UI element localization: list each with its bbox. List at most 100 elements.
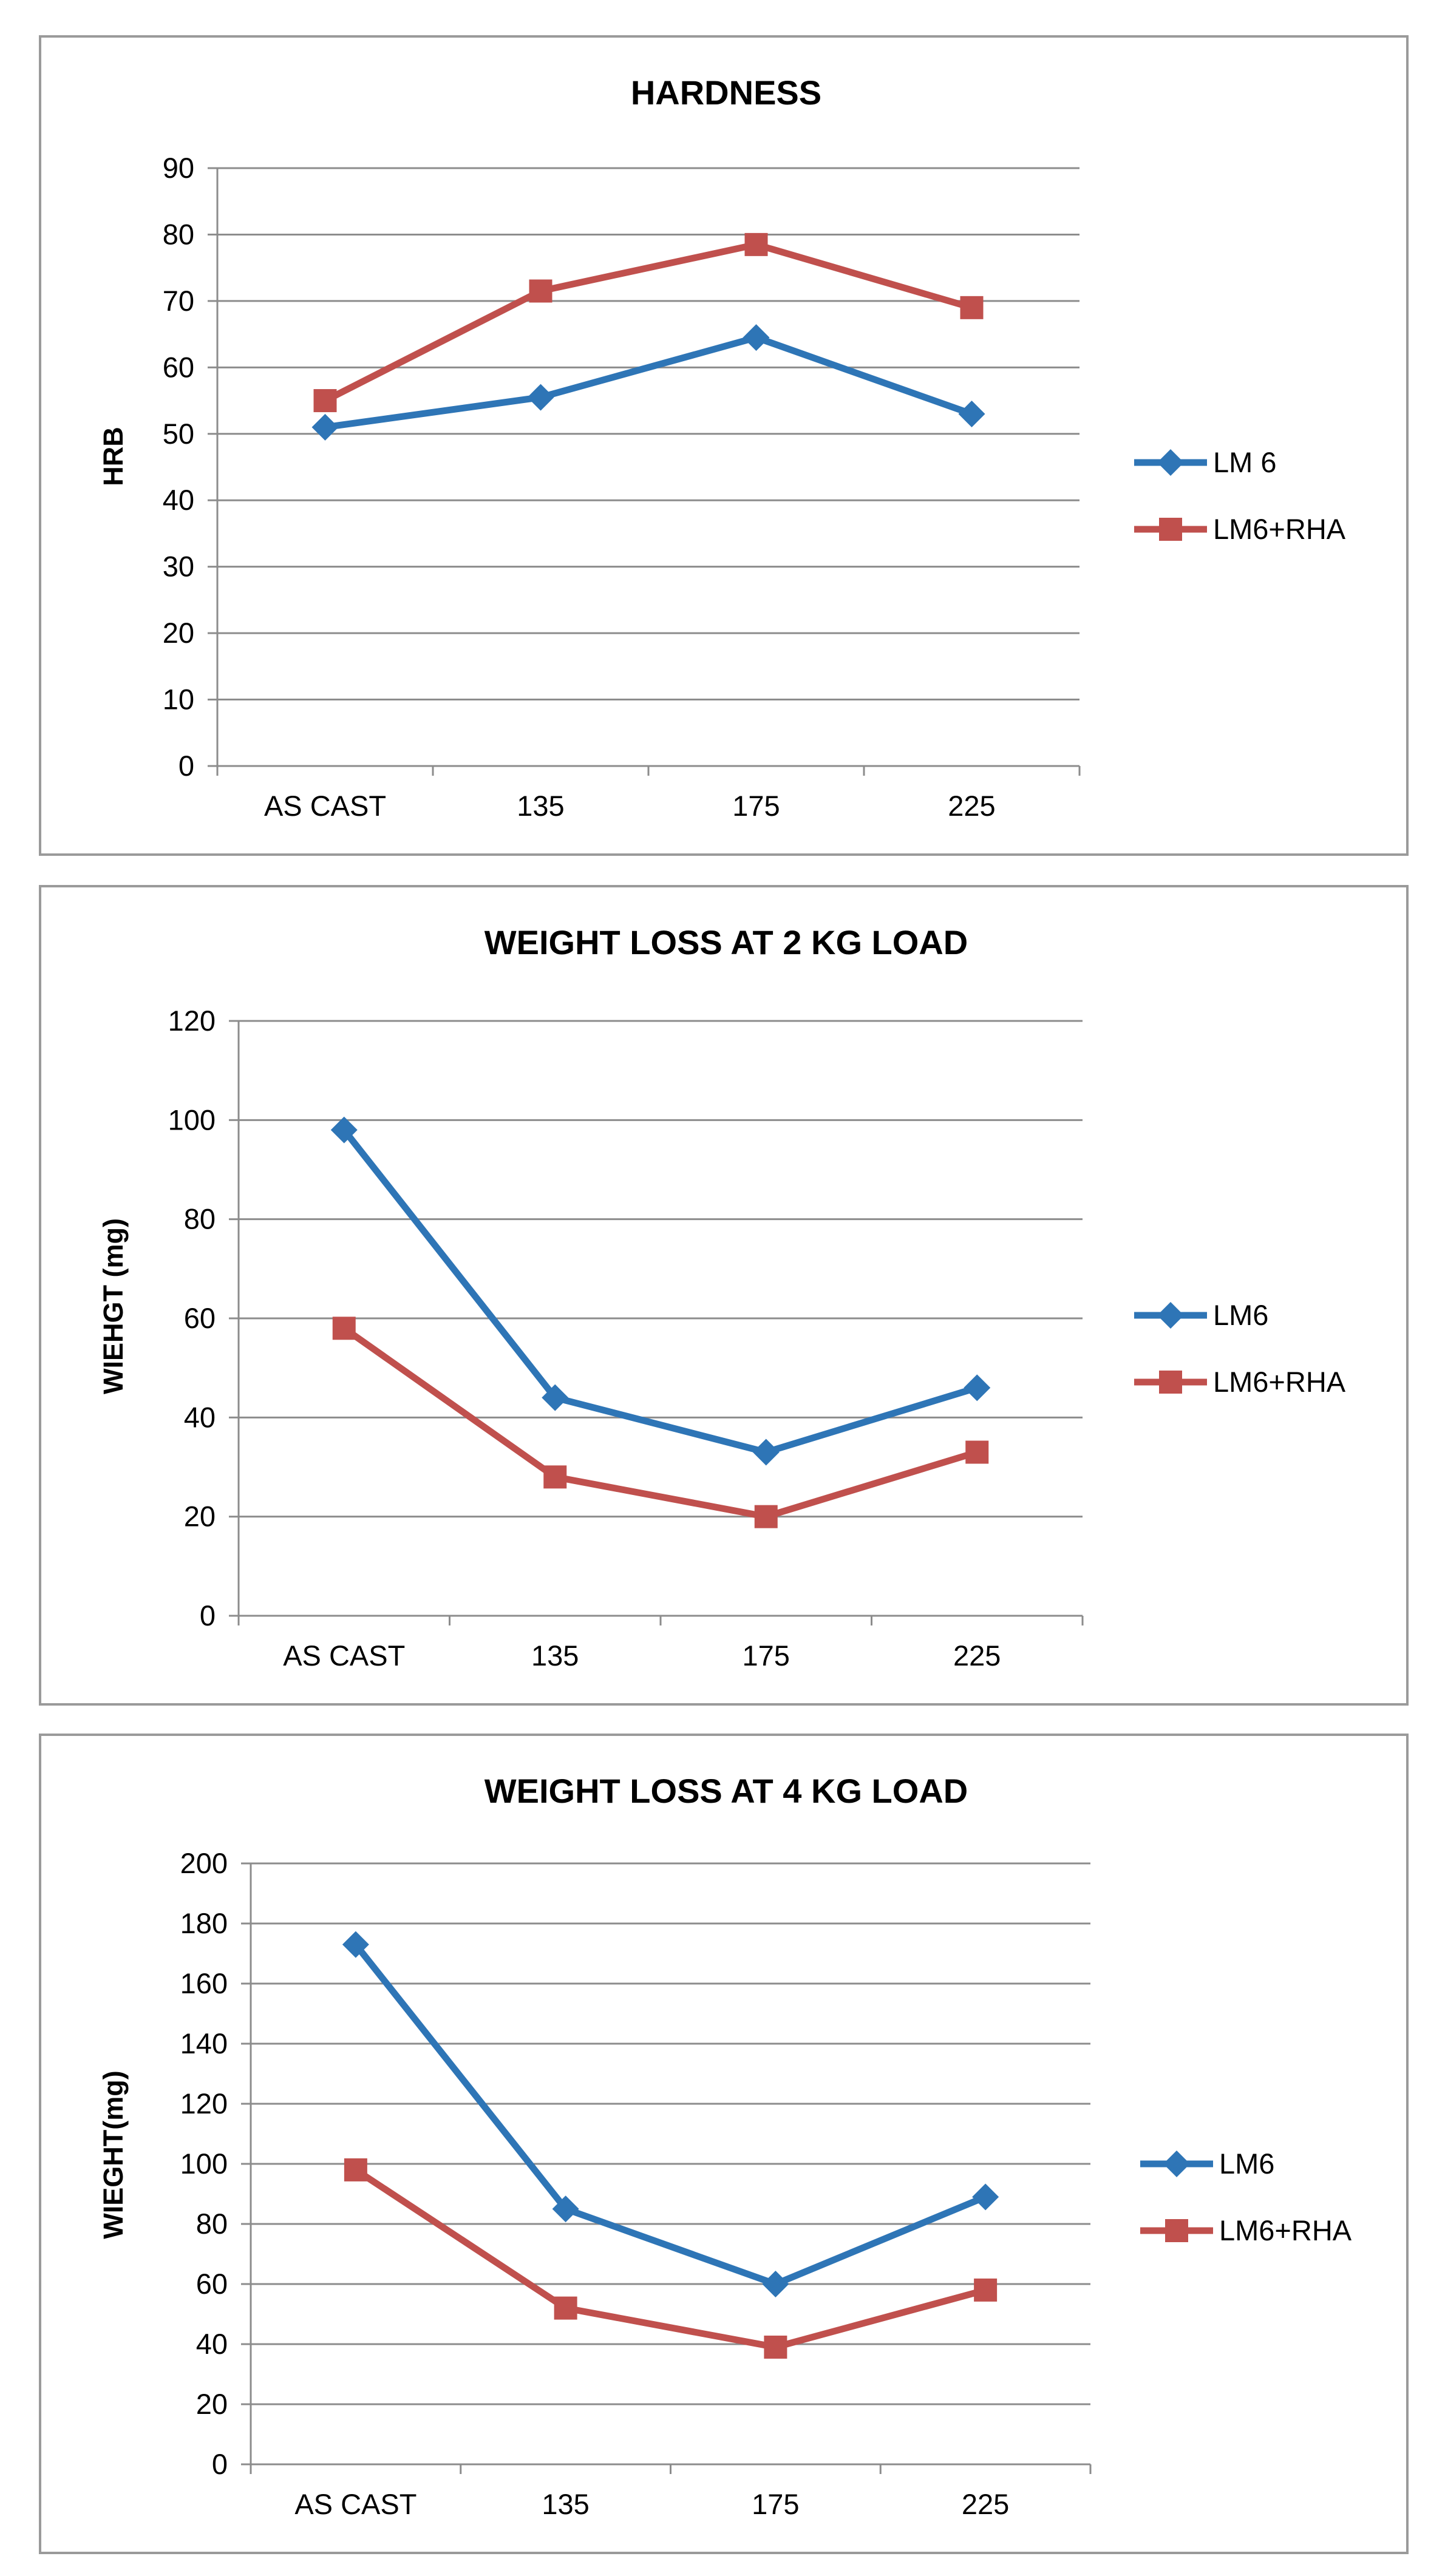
y-tick-label: 80 [196,2208,228,2240]
x-tick-label: 135 [531,1639,579,1672]
series-line-lm6-rha [352,2166,989,2351]
y-tick-label: 0 [212,2448,228,2480]
x-tick-label: AS CAST [264,790,386,822]
data-point-marker [960,296,984,319]
series-line-lm6-rha [341,1324,981,1520]
data-point-marker [964,1374,991,1402]
data-point-marker [527,384,554,411]
data-point-marker [529,279,552,303]
series-line-lm6-rha [322,241,975,404]
data-point-marker [344,2158,367,2181]
legend-swatch-marker [1163,2151,1190,2177]
y-tick-label: 60 [163,351,194,383]
data-point-marker [972,2183,999,2211]
legend-label: LM6 [1219,2147,1274,2180]
chart-title: WEIGHT LOSS AT 2 KG LOAD [484,923,968,961]
legend-label: LM6 [1213,1299,1268,1331]
legend-label: LM6+RHA [1219,2214,1352,2246]
series-line-lm-6 [322,334,975,431]
y-tick-label: 0 [178,750,194,782]
y-axis-label: HRB [98,427,129,486]
x-tick-label: 225 [953,1639,1001,1672]
y-tick-label: 120 [180,2087,228,2120]
legend: LM6 LM6+RHA [1140,2147,1352,2246]
y-tick-label: 120 [168,1005,216,1037]
y-tick-label: 140 [180,2027,228,2059]
data-point-marker [974,2278,998,2302]
hardness-chart: HARDNESS 0 10 20 30 40 50 60 70 80 90 AS CAST 135 1… [98,73,1346,822]
y-tick-label: 30 [163,551,194,583]
y-tick-label: 100 [180,2147,228,2180]
series-group [311,232,985,441]
data-point-marker [752,1439,780,1466]
y-axis-label: WIEGHT(mg) [98,2070,129,2239]
series-line-lm6 [341,1127,981,1456]
x-tick-labels: AS CAST 135 175 225 [294,2488,1009,2520]
y-tick-label: 90 [163,152,194,184]
data-point-marker [330,1116,358,1144]
weight-loss-2kg-chart-panel: WEIGHT LOSS AT 2 KG LOAD 0 20 40 60 80 100 120… [39,885,1409,1706]
chart-title: WEIGHT LOSS AT 4 KG LOAD [484,1772,968,1810]
data-point-marker [754,1505,778,1528]
hardness-chart-panel: HARDNESS 0 10 20 30 40 50 60 70 80 90 AS CAST 135 1… [39,35,1409,856]
data-point-marker [554,2296,577,2320]
x-tick-label: 225 [962,2488,1009,2520]
x-axis [241,1862,1092,2474]
legend: LM 6 LM6+RHA [1134,446,1346,545]
y-tick-label: 160 [180,1967,228,1999]
data-point-marker [543,1465,567,1489]
x-tick-label: 175 [743,1639,790,1672]
series-group [342,1931,999,2359]
legend: LM6 LM6+RHA [1134,1299,1346,1398]
series-line-lm6 [352,1941,989,2288]
data-point-marker [313,389,337,413]
y-tick-label: 60 [184,1302,216,1334]
y-tick-label: 100 [168,1103,216,1136]
y-tick-label: 20 [196,2388,228,2420]
y-tick-label: 20 [163,617,194,649]
x-axis [208,167,1081,776]
data-point-marker [744,232,768,256]
weight-loss-4kg-chart: WEIGHT LOSS AT 4 KG LOAD 0 20 40 60 80 100 120… [98,1772,1352,2520]
y-tick-label: 0 [200,1599,216,1632]
y-tick-label: 80 [184,1203,216,1235]
data-point-marker [958,400,985,427]
data-point-marker [311,413,339,441]
gridlines [251,1862,1090,2405]
weight-loss-2kg-chart: WEIGHT LOSS AT 2 KG LOAD 0 20 40 60 80 100 120… [98,923,1346,1672]
y-tick-label: 70 [163,285,194,317]
data-point-marker [965,1440,989,1464]
data-point-marker [743,324,770,351]
chart-title: HARDNESS [631,73,821,112]
legend-swatch-marker [1157,1302,1184,1329]
data-point-marker [552,2195,579,2223]
y-tick-label: 60 [196,2268,228,2300]
y-tick-labels: 0 10 20 30 40 50 60 70 80 90 [163,152,194,782]
y-axis-label: WIEHGT (mg) [98,1218,129,1394]
x-tick-labels: AS CAST 135 175 225 [264,790,996,822]
y-tick-label: 40 [163,484,194,516]
x-tick-label: 175 [752,2488,799,2520]
y-tick-labels: 0 20 40 60 80 100 120 140 160 180 200 [180,1847,228,2480]
gridlines [239,1020,1083,1518]
legend-swatch-marker [1159,518,1182,541]
x-tick-label: 225 [948,790,995,822]
x-tick-label: 135 [517,790,564,822]
data-point-marker [762,2271,789,2297]
legend-swatch-marker [1159,1371,1182,1394]
legend-label: LM 6 [1213,446,1277,478]
y-tick-label: 20 [184,1500,216,1533]
series-group [330,1116,991,1528]
y-tick-labels: 0 20 40 60 80 100 120 [168,1005,216,1632]
x-axis [229,1020,1084,1625]
x-tick-label: AS CAST [294,2488,416,2520]
x-tick-label: AS CAST [283,1639,405,1672]
data-point-marker [332,1317,356,1340]
y-tick-label: 80 [163,218,194,250]
y-tick-label: 10 [163,683,194,716]
y-tick-label: 180 [180,1907,228,1939]
y-tick-label: 50 [163,418,194,450]
y-tick-label: 40 [196,2328,228,2360]
x-tick-labels: AS CAST 135 175 225 [283,1639,1001,1672]
data-point-marker [764,2335,787,2359]
